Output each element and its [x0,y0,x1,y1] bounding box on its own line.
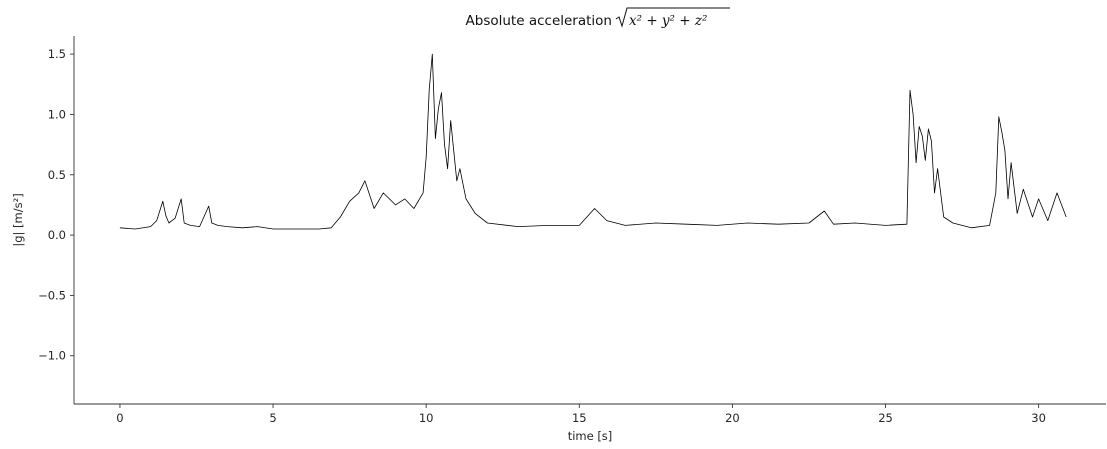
chart-title-text: Absolute acceleration [466,13,612,29]
y-tick-label: −0.5 [38,288,66,302]
y-tick-label: 1.5 [48,47,66,61]
sqrt-radical [615,7,730,28]
x-axis-label: time [s] [568,429,613,443]
x-tick-label: 5 [269,411,276,425]
chart-title: Absolute acceleration x² + y² + z² [466,7,730,29]
y-tick-label: 0.0 [48,228,66,242]
x-tick-label: 25 [878,411,893,425]
x-tick-label: 15 [572,411,587,425]
sqrt-symbol [615,7,730,28]
y-tick-label: 1.0 [48,107,66,121]
y-axis-label: |g| [m/s²] [11,193,25,246]
y-tick-label: 0.5 [48,168,66,182]
x-axis: 0 5 10 15 20 25 30 [74,403,1106,425]
plot-area [119,53,1067,230]
x-tick-label: 30 [1031,411,1046,425]
x-tick-label: 20 [725,411,740,425]
y-axis: −1.0 −0.5 0.0 0.5 1.0 1.5 [38,36,75,404]
x-tick-label: 0 [116,411,123,425]
acceleration-series-line [119,53,1067,230]
y-tick-label: −1.0 [38,349,66,363]
x-tick-label: 10 [419,411,434,425]
chart-title-formula: x² + y² + z² [629,13,707,29]
